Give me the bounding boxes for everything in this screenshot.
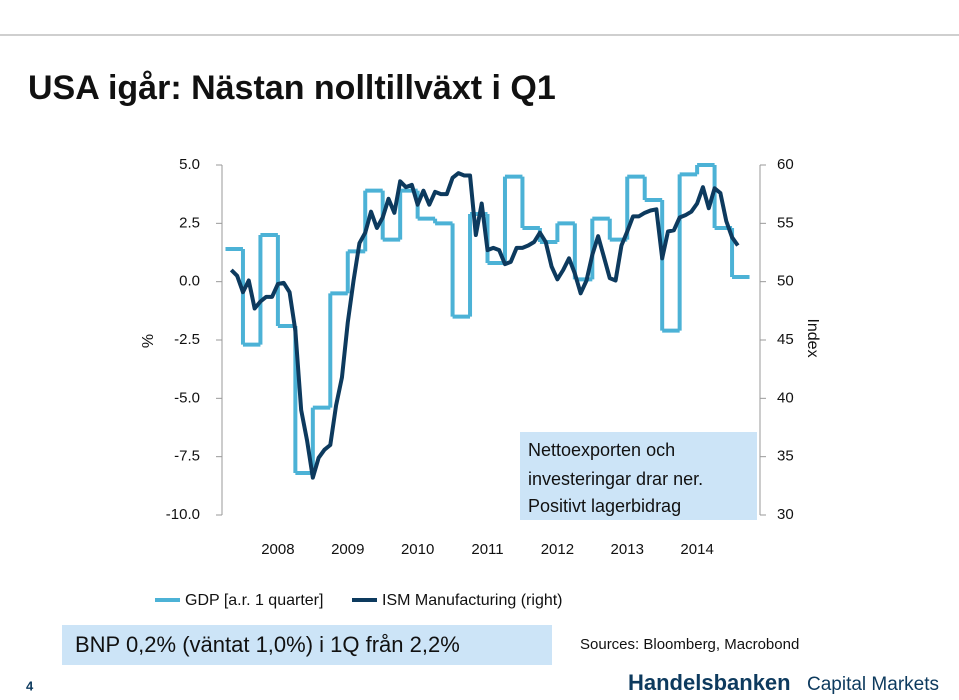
annotation-line: investeringar drar ner. xyxy=(528,469,703,489)
x-tick-label: 2014 xyxy=(680,541,713,558)
y2-axis-label: Index xyxy=(804,318,821,357)
annotation-box xyxy=(520,432,757,520)
page-number: 4 xyxy=(26,678,34,693)
y-tick-label: -2.5 xyxy=(174,331,200,348)
brand-name: Handelsbanken xyxy=(628,670,791,695)
y2-tick-label: 40 xyxy=(777,389,794,406)
y-tick-label: -5.0 xyxy=(174,389,200,406)
x-tick-label: 2010 xyxy=(401,541,434,558)
annotation-line: Positivt lagerbidrag xyxy=(528,496,681,516)
y-tick-label: -7.5 xyxy=(174,448,200,465)
y-tick-label: -10.0 xyxy=(166,506,200,523)
y-tick-label: 0.0 xyxy=(179,273,200,290)
legend-label: GDP [a.r. 1 quarter] xyxy=(185,592,323,609)
y2-tick-label: 30 xyxy=(777,506,794,523)
y2-tick-label: 45 xyxy=(777,331,794,348)
summary: BNP 0,2% (väntat 1,0%) i 1Q från 2,2% xyxy=(75,632,460,657)
x-tick-label: 2009 xyxy=(331,541,364,558)
y2-tick-label: 55 xyxy=(777,214,794,231)
series-line xyxy=(229,171,740,480)
sources: Sources: Bloomberg, Macrobond xyxy=(580,636,799,653)
x-tick-label: 2012 xyxy=(541,541,574,558)
annotation-line: Nettoexporten och xyxy=(528,440,675,460)
legend-label: ISM Manufacturing (right) xyxy=(382,592,563,609)
x-tick-label: 2013 xyxy=(611,541,644,558)
y-tick-label: 5.0 xyxy=(179,156,200,173)
y-axis-label: % xyxy=(140,334,157,348)
summary-box xyxy=(62,625,552,665)
x-tick-label: 2011 xyxy=(471,541,503,558)
slide-title: USA igår: Nästan nolltillväxt i Q1 xyxy=(28,69,556,107)
y2-tick-label: 50 xyxy=(777,273,794,290)
brand-unit: Capital Markets xyxy=(807,674,939,695)
y2-tick-label: 60 xyxy=(777,156,794,173)
y-tick-label: 2.5 xyxy=(179,214,200,231)
x-tick-label: 2008 xyxy=(261,541,294,558)
y2-tick-label: 35 xyxy=(777,448,794,465)
